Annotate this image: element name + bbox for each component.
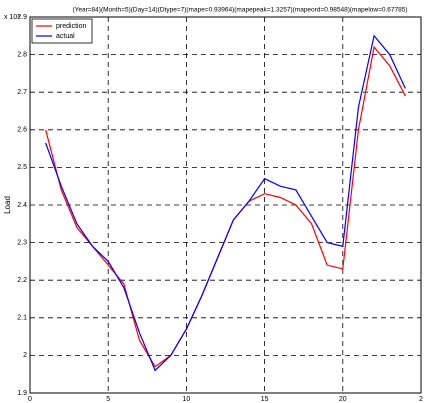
chart-title: (Year=84)(Month=5)(Day=14)(Dtype=7)(mape… — [72, 7, 407, 14]
y-tick-label: 2.3 — [17, 239, 27, 246]
legend-label: prediction — [56, 23, 86, 30]
y-tick-label: 2.9 — [17, 14, 27, 21]
y-tick-label: 2.1 — [17, 315, 27, 322]
x-tick-label: 5 — [106, 396, 110, 403]
y-tick-label: 2.8 — [17, 51, 27, 58]
y-exponent: x 10⁴ — [4, 14, 20, 21]
legend-box — [31, 18, 93, 44]
y-tick-label: 2.5 — [17, 164, 27, 171]
x-tick-label: 15 — [261, 396, 269, 403]
x-tick-label: 10 — [183, 396, 191, 403]
y-tick-label: 1.9 — [17, 390, 27, 397]
y-tick-label: 2.4 — [17, 202, 27, 209]
y-tick-label: 2.7 — [17, 89, 27, 96]
y-tick-label: 2.2 — [17, 277, 27, 284]
y-tick-label: 2.6 — [17, 127, 27, 134]
x-tick-label: 20 — [339, 396, 347, 403]
y-axis-label: Load — [3, 196, 12, 214]
x-tick-label: 0 — [28, 396, 32, 403]
x-tick-label: 2 — [419, 396, 423, 403]
series-line — [45, 34, 406, 372]
legend-label: actual — [56, 33, 75, 40]
y-tick-label: 2 — [23, 352, 27, 359]
